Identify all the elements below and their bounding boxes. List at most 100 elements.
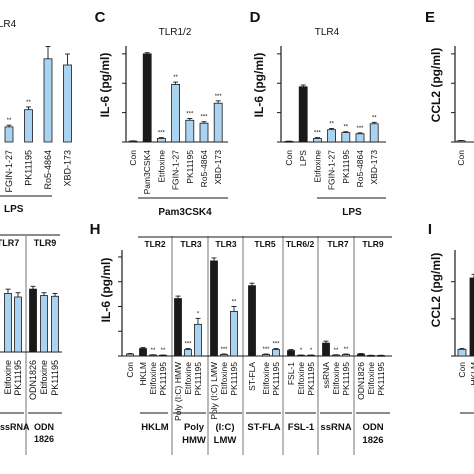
c-significance-4: *** (186, 112, 194, 118)
d-bar-3 (327, 129, 337, 143)
h-significance-8: *** (220, 347, 228, 353)
panel-c-title: TLR1/2 (159, 27, 192, 38)
h-category-label-18: PK11195 (341, 362, 351, 396)
panel-label-c: C (95, 9, 106, 26)
c-bar-1 (142, 53, 152, 143)
panel-h-ylabel: IL-6 (pg/ml) (99, 258, 113, 323)
h-bar-11 (262, 354, 270, 357)
c-category-label-4: PK11195 (185, 150, 195, 184)
h-category-label-1: HKLM (138, 362, 148, 386)
panel-label-h: H (90, 221, 101, 238)
h-subgroup-0: TLR2 (144, 239, 166, 249)
h-bar-1 (139, 348, 147, 357)
h-category-label-14: Etifoxine (296, 362, 306, 395)
bl-bar-4 (51, 295, 59, 353)
h-group-label-odn-2: 1826 (362, 435, 383, 446)
panel-e-ylabel: CCL2 (pg/ml) (429, 48, 443, 123)
e-bar-0 (456, 140, 466, 143)
h-subgroup-3: TLR5 (254, 239, 276, 249)
h-bar-10 (248, 285, 256, 357)
d-bar-5 (355, 133, 365, 143)
h-category-label-13: FSL-1 (286, 362, 296, 385)
i-bar-1 (469, 277, 474, 357)
h-bar-13 (287, 350, 295, 357)
h-category-label-4: Poly (I:C) HMW (173, 362, 183, 421)
h-category-label-16: ssRNA (321, 362, 331, 389)
h-group-label-hmw-2: HMW (182, 435, 206, 446)
panel-d-title: TLR4 (315, 27, 340, 38)
d-category-label-2: Etifoxine (312, 150, 322, 183)
c-bar-4 (185, 119, 195, 143)
panel-label-d: D (250, 9, 261, 26)
d-group-label: LPS (342, 207, 362, 218)
h-significance-14: * (300, 348, 303, 354)
h-category-label-7: Poly (I:C) LMW (209, 362, 219, 420)
c-category-label-2: Etifoxine (156, 150, 166, 183)
d-bar-2 (312, 138, 322, 143)
h-group-label-ssrna: ssRNA (320, 422, 351, 433)
d-category-label-3: FGIN-1-27 (327, 150, 337, 190)
bl-bar-0 (4, 293, 12, 353)
c-significance-2: *** (158, 131, 166, 137)
h-category-label-21: PK11195 (376, 362, 386, 396)
bl-category-label-3: Etifoxine (39, 360, 49, 395)
c-category-label-0: Con (128, 150, 138, 166)
i-category-label-0: Con (457, 362, 467, 378)
panel-i-ylabel: CCL2 (pg/ml) (429, 253, 443, 328)
panel-title-tlr4-partial: LR4 (0, 19, 17, 30)
c-category-label-1: Pam3CSK4 (142, 150, 152, 195)
h-bar-12 (272, 349, 280, 357)
c-category-label-3: FGIN-1-27 (171, 150, 181, 190)
h-significance-12: *** (272, 342, 280, 348)
h-bar-16 (322, 342, 330, 357)
d-bar-6 (369, 123, 379, 143)
tl-category-label-3: XBD-173 (63, 150, 73, 187)
tl-category-label-0: FGIN-1-27 (4, 150, 14, 193)
i-bar-0 (457, 348, 467, 357)
h-significance-5: *** (184, 342, 192, 348)
h-significance-11: *** (262, 347, 270, 353)
tl-bar-0 (4, 126, 14, 143)
h-bar-8 (220, 354, 228, 357)
d-bar-1 (298, 86, 308, 143)
c-category-label-6: XBD-173 (213, 150, 223, 185)
h-bar-7 (210, 260, 218, 357)
h-category-label-3: PK11195 (158, 362, 168, 396)
bl-category-label-2: ODN1826 (28, 360, 38, 400)
h-group-label-fsl1: FSL-1 (288, 422, 315, 433)
h-category-label-12: PK11195 (271, 362, 281, 396)
d-category-label-5: Ro5-4864 (355, 150, 365, 188)
h-significance-6: * (197, 311, 200, 317)
tl-significance-0: ** (7, 118, 12, 124)
h-bar-9 (230, 311, 238, 357)
h-group-label-odn-1: ODN (362, 422, 383, 433)
h-subgroup-2: TLR3 (215, 239, 237, 249)
d-significance-3: ** (329, 121, 334, 127)
bl-group-label-odn-2: 1826 (34, 434, 54, 444)
bl-bar-2 (29, 288, 37, 353)
h-category-label-20: Etifoxine (366, 362, 376, 395)
panel-label-e: E (425, 9, 435, 26)
tl-significance-1: ** (26, 100, 31, 106)
h-category-label-10: ST-FLA (247, 362, 257, 391)
d-category-label-4: PK11195 (341, 150, 351, 184)
c-bar-3 (171, 84, 181, 143)
h-group-label-hklm: HKLM (141, 422, 169, 433)
h-category-label-8: Etifoxine (219, 362, 229, 395)
bl-category-label-0: Etifoxine (3, 360, 13, 395)
tl-bar-3 (63, 64, 72, 143)
panel-label-i: I (428, 221, 432, 238)
h-category-label-11: Etifoxine (261, 362, 271, 395)
h-bar-0 (126, 353, 134, 357)
h-subgroup-5: TLR7 (327, 239, 349, 249)
h-bar-18 (342, 354, 350, 357)
h-bar-4 (174, 298, 182, 357)
h-category-label-6: PK11195 (193, 362, 203, 396)
h-significance-3: ** (161, 348, 166, 354)
d-significance-4: ** (343, 125, 348, 131)
c-significance-3: ** (173, 75, 178, 81)
h-subgroup-6: TLR9 (362, 239, 384, 249)
d-category-label-1: LPS (298, 150, 308, 166)
bl-category-label-1: PK11195 (13, 360, 23, 396)
